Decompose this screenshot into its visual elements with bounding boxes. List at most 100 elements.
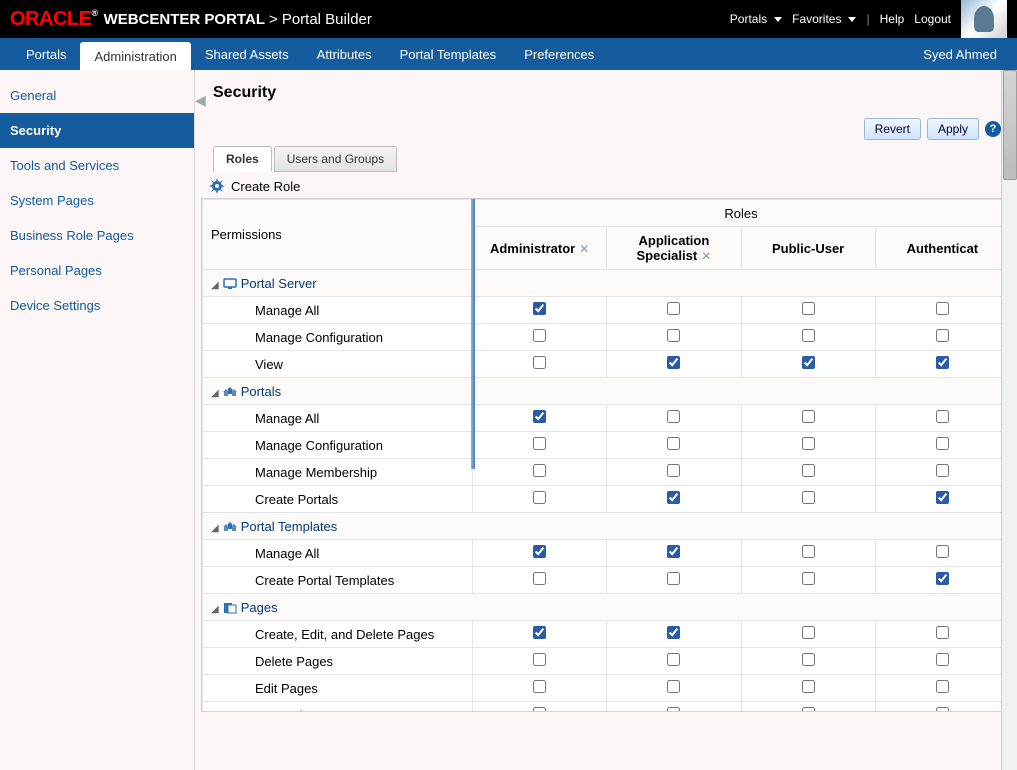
perm-checkbox[interactable]	[802, 464, 815, 477]
sidebar-item-business-role-pages[interactable]: Business Role Pages	[0, 218, 194, 253]
perm-checkbox[interactable]	[667, 410, 680, 423]
sidebar-item-device-settings[interactable]: Device Settings	[0, 288, 194, 323]
perm-checkbox[interactable]	[667, 464, 680, 477]
topbar-favorites-menu[interactable]: Favorites	[792, 12, 856, 26]
nav-item-portal-templates[interactable]: Portal Templates	[386, 38, 511, 70]
perm-checkbox[interactable]	[802, 491, 815, 504]
perm-cell	[741, 567, 875, 594]
perm-checkbox[interactable]	[667, 545, 680, 558]
perm-label: Manage All	[203, 540, 473, 567]
topbar-separator: |	[866, 12, 869, 26]
scrollbar-thumb[interactable]	[1003, 70, 1017, 180]
perm-checkbox[interactable]	[936, 491, 949, 504]
perm-checkbox[interactable]	[802, 653, 815, 666]
perm-checkbox[interactable]	[802, 572, 815, 585]
perm-checkbox[interactable]	[802, 626, 815, 639]
perm-cell	[875, 648, 1009, 675]
perm-checkbox[interactable]	[667, 491, 680, 504]
perm-checkbox[interactable]	[533, 626, 546, 639]
sidebar-item-security[interactable]: Security	[0, 113, 194, 148]
logout-link[interactable]: Logout	[914, 12, 951, 26]
nav-item-attributes[interactable]: Attributes	[303, 38, 386, 70]
perm-checkbox[interactable]	[802, 707, 815, 712]
perm-checkbox[interactable]	[533, 329, 546, 342]
perm-cell	[473, 702, 607, 713]
sidebar-item-general[interactable]: General	[0, 78, 194, 113]
create-role-link[interactable]: Create Role	[231, 179, 300, 194]
perm-checkbox[interactable]	[533, 464, 546, 477]
perm-checkbox[interactable]	[936, 437, 949, 450]
perm-checkbox[interactable]	[936, 356, 949, 369]
perm-checkbox[interactable]	[936, 680, 949, 693]
perm-checkbox[interactable]	[667, 653, 680, 666]
nav-item-preferences[interactable]: Preferences	[510, 38, 608, 70]
perm-checkbox[interactable]	[533, 653, 546, 666]
expand-icon[interactable]: ◢	[211, 280, 219, 291]
perm-checkbox[interactable]	[533, 410, 546, 423]
nav-item-portals[interactable]: Portals	[12, 38, 80, 70]
remove-role-icon[interactable]: ✕	[701, 249, 711, 263]
perm-checkbox[interactable]	[802, 356, 815, 369]
perm-checkbox[interactable]	[936, 302, 949, 315]
sidebar-item-tools-and-services[interactable]: Tools and Services	[0, 148, 194, 183]
perm-checkbox[interactable]	[533, 572, 546, 585]
perm-checkbox[interactable]	[667, 707, 680, 712]
perm-group-label[interactable]: ◢Portals	[203, 378, 1010, 405]
subtab-users-and-groups[interactable]: Users and Groups	[274, 146, 397, 172]
remove-role-icon[interactable]: ✕	[579, 242, 589, 256]
perm-checkbox[interactable]	[667, 356, 680, 369]
perm-checkbox[interactable]	[667, 572, 680, 585]
perm-checkbox[interactable]	[936, 626, 949, 639]
help-icon[interactable]: ?	[985, 121, 1001, 137]
perm-checkbox[interactable]	[936, 410, 949, 423]
perm-checkbox[interactable]	[533, 707, 546, 712]
perm-group-label[interactable]: ◢Portal Server	[203, 270, 1010, 297]
expand-icon[interactable]: ◢	[211, 604, 219, 615]
vertical-scrollbar[interactable]	[1001, 70, 1017, 770]
perm-checkbox[interactable]	[533, 437, 546, 450]
perm-checkbox[interactable]	[936, 329, 949, 342]
perm-checkbox[interactable]	[667, 680, 680, 693]
nav-item-shared-assets[interactable]: Shared Assets	[191, 38, 303, 70]
perm-checkbox[interactable]	[802, 302, 815, 315]
perm-group-label[interactable]: ◢Pages	[203, 594, 1010, 621]
perm-checkbox[interactable]	[533, 491, 546, 504]
perm-checkbox[interactable]	[802, 329, 815, 342]
topbar: ORACLE® WEBCENTER PORTAL > Portal Builde…	[0, 0, 1017, 38]
subtab-roles[interactable]: Roles	[213, 146, 272, 172]
perm-row: Delete Pages	[203, 648, 1010, 675]
perm-cell	[875, 432, 1009, 459]
perm-checkbox[interactable]	[936, 572, 949, 585]
perm-checkbox[interactable]	[802, 545, 815, 558]
help-link[interactable]: Help	[880, 12, 905, 26]
collapse-sidebar-icon[interactable]: ◀	[195, 92, 206, 109]
expand-icon[interactable]: ◢	[211, 523, 219, 534]
perm-checkbox[interactable]	[667, 437, 680, 450]
apply-button[interactable]: Apply	[927, 118, 979, 140]
perm-checkbox[interactable]	[533, 302, 546, 315]
expand-icon[interactable]: ◢	[211, 388, 219, 399]
perm-checkbox[interactable]	[802, 437, 815, 450]
perm-checkbox[interactable]	[667, 626, 680, 639]
perm-cell	[473, 297, 607, 324]
perm-checkbox[interactable]	[667, 329, 680, 342]
perm-checkbox[interactable]	[936, 545, 949, 558]
sidebar-item-system-pages[interactable]: System Pages	[0, 183, 194, 218]
perm-checkbox[interactable]	[533, 680, 546, 693]
revert-button[interactable]: Revert	[864, 118, 921, 140]
perm-checkbox[interactable]	[802, 410, 815, 423]
nav-item-administration[interactable]: Administration	[80, 42, 190, 70]
avatar[interactable]	[961, 0, 1007, 38]
perm-checkbox[interactable]	[533, 356, 546, 369]
perm-group-row: ◢Pages	[203, 594, 1010, 621]
sidebar-item-personal-pages[interactable]: Personal Pages	[0, 253, 194, 288]
perm-checkbox[interactable]	[667, 302, 680, 315]
perm-cell	[741, 324, 875, 351]
perm-checkbox[interactable]	[533, 545, 546, 558]
perm-group-label[interactable]: ◢Portal Templates	[203, 513, 1010, 540]
perm-checkbox[interactable]	[936, 464, 949, 477]
topbar-portals-menu[interactable]: Portals	[730, 12, 782, 26]
perm-checkbox[interactable]	[936, 707, 949, 712]
perm-checkbox[interactable]	[936, 653, 949, 666]
perm-checkbox[interactable]	[802, 680, 815, 693]
